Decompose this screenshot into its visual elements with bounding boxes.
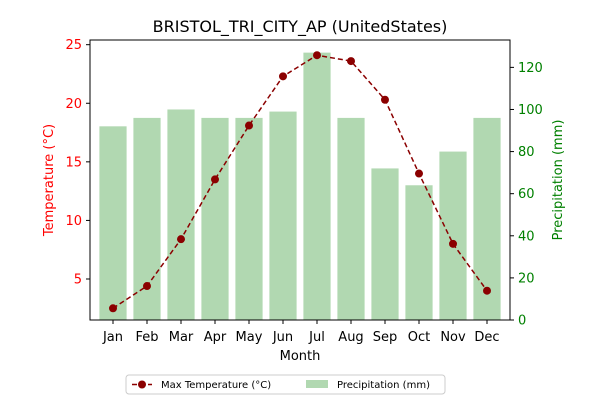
temperature-point-aug [347,57,355,66]
temperature-point-dec [483,286,491,295]
y-left-axis-label: Temperature (°C) [42,124,57,237]
temperature-line [112,54,488,309]
precipitation-bar-jul [303,52,331,320]
x-tick-label-dec: Dec [474,330,499,345]
y-right-tick-label-0: 0 [518,314,526,329]
x-tick-label-jan: Jan [102,330,123,345]
x-tick-label-sep: Sep [373,330,398,345]
precipitation-bar-may [235,117,263,320]
y-left-tick-label-5: 5 [74,272,82,287]
y-left-tick-label-15: 15 [65,155,82,170]
y-right-tick-label-80: 80 [518,145,535,160]
precipitation-bar-apr [201,117,229,320]
x-tick-label-may: May [236,330,263,345]
x-tick-label-aug: Aug [338,330,363,345]
legend: Max Temperature (°C) Precipitation (mm) [125,374,446,395]
precipitation-bar-jun [269,111,297,320]
temperature-point-mar [177,235,185,244]
y-left-tick-label-25: 25 [65,38,82,53]
y-left-tick-label-20: 20 [65,97,82,112]
x-tick-label-jun: Jun [272,330,293,345]
bars-layer [99,52,501,320]
plot-frame [89,39,511,321]
legend-box [125,374,446,395]
y-right-tick-label-20: 20 [518,271,535,286]
temperature-point-jan [109,304,117,313]
temperature-point-oct [415,169,423,178]
y-left-axis: 5 10 15 20 25 [65,38,90,287]
y-right-tick-label-60: 60 [518,187,535,202]
line-layer [109,51,491,313]
x-tick-label-nov: Nov [440,330,466,345]
y-right-tick-label-120: 120 [518,61,543,76]
precipitation-bar-nov [439,151,467,320]
x-tick-label-mar: Mar [169,330,194,345]
precipitation-bar-mar [167,109,195,320]
y-left-tick-label-10: 10 [65,214,82,229]
x-tick-label-jul: Jul [308,330,325,345]
temperature-point-jul [313,51,321,60]
precipitation-bar-oct [405,185,433,320]
x-tick-label-oct: Oct [408,330,430,345]
temperature-point-sep [381,95,389,104]
x-tick-label-apr: Apr [204,330,227,345]
x-axis-label: Month [280,349,321,364]
x-axis: Jan Feb Mar Apr May Jun Jul Aug Sep Oct Nov Dec [102,320,500,345]
y-right-tick-label-40: 40 [518,229,535,244]
temperature-point-nov [449,239,457,248]
temperature-point-jun [279,72,287,81]
chart-title: BRISTOL_TRI_CITY_AP (UnitedStates) [153,17,448,37]
x-tick-label-feb: Feb [135,330,158,345]
y-right-tick-label-100: 100 [518,103,543,118]
precipitation-bar-dec [473,117,501,320]
temperature-point-feb [143,282,151,291]
y-right-axis-label: Precipitation (mm) [551,120,566,241]
precipitation-bar-aug [337,117,365,320]
precipitation-bar-jan [99,126,127,320]
legend-line-marker [138,380,146,389]
legend-label-temperature: Max Temperature (°C) [161,380,271,391]
legend-bar-swatch [306,380,328,388]
precipitation-bar-sep [371,168,399,320]
legend-label-precipitation: Precipitation (mm) [337,380,430,391]
temperature-point-apr [211,175,219,184]
temperature-point-may [245,121,253,130]
y-right-axis: 0 20 40 60 80 100 120 [510,61,543,329]
